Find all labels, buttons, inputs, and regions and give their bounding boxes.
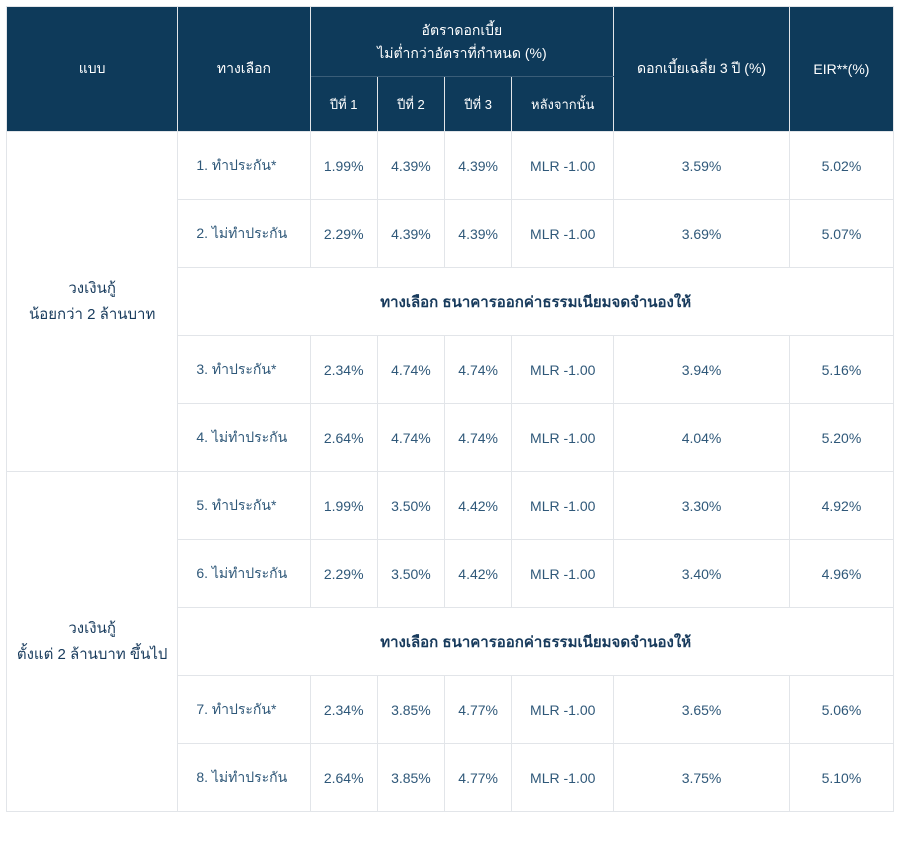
year1-cell: 1.99%: [310, 472, 377, 540]
avg-cell: 3.30%: [614, 472, 790, 540]
year1-cell: 2.29%: [310, 200, 377, 268]
group-label-line2: ตั้งแต่ 2 ล้านบาท ขึ้นไป: [17, 646, 168, 663]
after-cell: MLR -1.00: [512, 404, 614, 472]
year3-cell: 4.74%: [445, 404, 512, 472]
table-row: วงเงินกู้ ตั้งแต่ 2 ล้านบาท ขึ้นไป 5. ทำ…: [7, 472, 894, 540]
option-cell: 5. ทำประกัน*: [178, 472, 310, 540]
group-label-line1: วงเงินกู้: [68, 280, 116, 297]
year2-cell: 4.74%: [377, 336, 444, 404]
avg-cell: 3.69%: [614, 200, 790, 268]
section-note: ทางเลือก ธนาคารออกค่าธรรมเนียมจดจำนองให้: [178, 268, 894, 336]
after-cell: MLR -1.00: [512, 132, 614, 200]
header-year1: ปีที่ 1: [310, 77, 377, 132]
header-rate-group: อัตราดอกเบี้ย ไม่ต่ำกว่าอัตราที่กำหนด (%…: [310, 7, 614, 77]
after-cell: MLR -1.00: [512, 744, 614, 812]
avg-cell: 3.65%: [614, 676, 790, 744]
eir-cell: 4.96%: [789, 540, 893, 608]
year2-cell: 4.39%: [377, 132, 444, 200]
year2-cell: 4.39%: [377, 200, 444, 268]
eir-cell: 5.20%: [789, 404, 893, 472]
group-label: วงเงินกู้ ตั้งแต่ 2 ล้านบาท ขึ้นไป: [7, 472, 178, 812]
year3-cell: 4.74%: [445, 336, 512, 404]
option-cell: 2. ไม่ทำประกัน: [178, 200, 310, 268]
year3-cell: 4.77%: [445, 744, 512, 812]
group-label: วงเงินกู้ น้อยกว่า 2 ล้านบาท: [7, 132, 178, 472]
avg-cell: 3.40%: [614, 540, 790, 608]
avg-cell: 3.94%: [614, 336, 790, 404]
eir-cell: 5.07%: [789, 200, 893, 268]
after-cell: MLR -1.00: [512, 336, 614, 404]
header-after: หลังจากนั้น: [512, 77, 614, 132]
year2-cell: 3.50%: [377, 540, 444, 608]
year1-cell: 2.64%: [310, 744, 377, 812]
year2-cell: 3.50%: [377, 472, 444, 540]
year3-cell: 4.42%: [445, 540, 512, 608]
table-row: วงเงินกู้ น้อยกว่า 2 ล้านบาท 1. ทำประกัน…: [7, 132, 894, 200]
interest-rate-table: แบบ ทางเลือก อัตราดอกเบี้ย ไม่ต่ำกว่าอัต…: [6, 6, 894, 812]
avg-cell: 3.59%: [614, 132, 790, 200]
year1-cell: 2.34%: [310, 336, 377, 404]
option-cell: 6. ไม่ทำประกัน: [178, 540, 310, 608]
year1-cell: 2.34%: [310, 676, 377, 744]
header-eir: EIR**(%): [789, 7, 893, 132]
header-rate-line1: อัตราดอกเบี้ย: [422, 22, 503, 38]
year2-cell: 4.74%: [377, 404, 444, 472]
option-cell: 1. ทำประกัน*: [178, 132, 310, 200]
year1-cell: 2.29%: [310, 540, 377, 608]
avg-cell: 3.75%: [614, 744, 790, 812]
year3-cell: 4.39%: [445, 200, 512, 268]
header-option: ทางเลือก: [178, 7, 310, 132]
eir-cell: 5.16%: [789, 336, 893, 404]
eir-cell: 5.10%: [789, 744, 893, 812]
header-avg3: ดอกเบี้ยเฉลี่ย 3 ปี (%): [614, 7, 790, 132]
eir-cell: 4.92%: [789, 472, 893, 540]
year2-cell: 3.85%: [377, 676, 444, 744]
group-label-line2: น้อยกว่า 2 ล้านบาท: [29, 306, 155, 323]
header-rate-line2: ไม่ต่ำกว่าอัตราที่กำหนด (%): [377, 45, 546, 61]
year3-cell: 4.42%: [445, 472, 512, 540]
year3-cell: 4.77%: [445, 676, 512, 744]
year1-cell: 1.99%: [310, 132, 377, 200]
after-cell: MLR -1.00: [512, 200, 614, 268]
header-year3: ปีที่ 3: [445, 77, 512, 132]
after-cell: MLR -1.00: [512, 540, 614, 608]
year1-cell: 2.64%: [310, 404, 377, 472]
option-cell: 3. ทำประกัน*: [178, 336, 310, 404]
after-cell: MLR -1.00: [512, 676, 614, 744]
avg-cell: 4.04%: [614, 404, 790, 472]
option-cell: 4. ไม่ทำประกัน: [178, 404, 310, 472]
header-plan: แบบ: [7, 7, 178, 132]
group-label-line1: วงเงินกู้: [68, 620, 116, 637]
option-cell: 7. ทำประกัน*: [178, 676, 310, 744]
section-note: ทางเลือก ธนาคารออกค่าธรรมเนียมจดจำนองให้: [178, 608, 894, 676]
eir-cell: 5.02%: [789, 132, 893, 200]
header-year2: ปีที่ 2: [377, 77, 444, 132]
year3-cell: 4.39%: [445, 132, 512, 200]
option-cell: 8. ไม่ทำประกัน: [178, 744, 310, 812]
after-cell: MLR -1.00: [512, 472, 614, 540]
eir-cell: 5.06%: [789, 676, 893, 744]
year2-cell: 3.85%: [377, 744, 444, 812]
